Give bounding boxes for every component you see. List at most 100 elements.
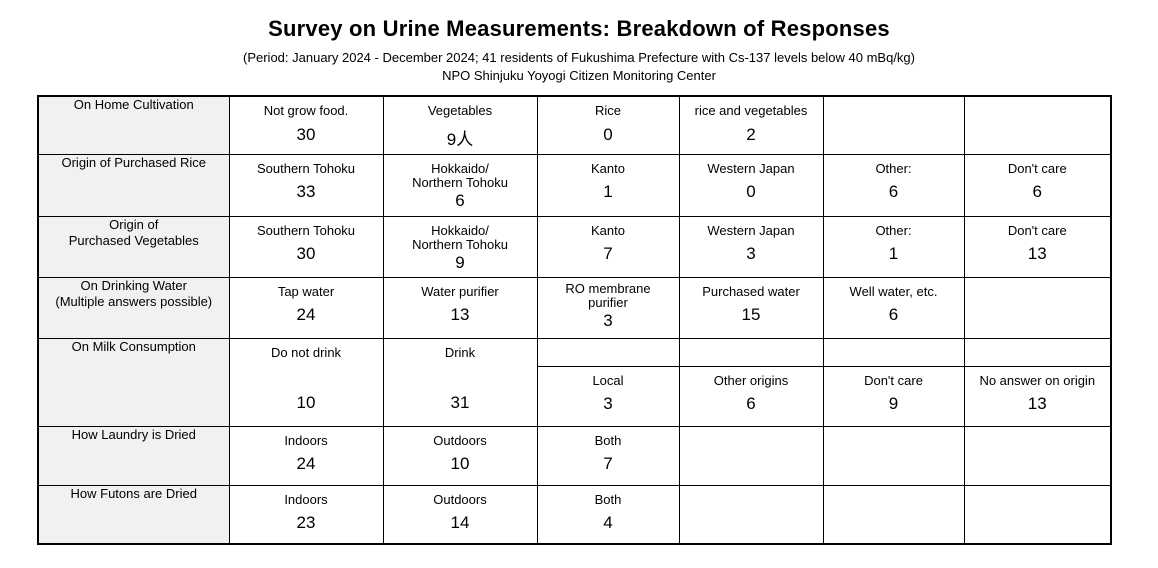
- response-count: 24: [296, 454, 316, 474]
- empty-cell: [963, 337, 1112, 367]
- table-row: Origin of Purchased Rice Southern Tohoku…: [37, 153, 1112, 217]
- response-count: 13: [1027, 244, 1047, 264]
- response-count: 9人: [446, 129, 474, 149]
- response-count: 2: [746, 124, 756, 144]
- response-count: 9: [455, 253, 465, 273]
- response-cell: Drink 31: [382, 337, 538, 427]
- response-option: Local: [592, 372, 624, 388]
- response-option: Both: [594, 491, 622, 507]
- response-count: 0: [746, 182, 756, 202]
- response-count: 6: [746, 394, 756, 414]
- table-row: On Drinking Water (Multiple answers poss…: [37, 276, 1112, 339]
- response-count: 3: [603, 394, 613, 414]
- table-row: On Home Cultivation Not grow food. 30 Ve…: [37, 95, 1112, 155]
- response-count: 6: [1032, 182, 1042, 202]
- response-cell: Other origins 6: [678, 365, 824, 427]
- response-count: 23: [296, 513, 316, 533]
- response-option: Don't care: [864, 372, 923, 388]
- response-count: 6: [455, 191, 465, 211]
- response-count: 7: [603, 244, 613, 264]
- response-option: Western Japan: [707, 160, 795, 176]
- response-cell: Kanto 7: [536, 215, 680, 278]
- response-option: Outdoors: [433, 432, 487, 448]
- document-header: Survey on Urine Measurements: Breakdown …: [0, 16, 1158, 83]
- response-count: 31: [450, 393, 470, 413]
- response-cell: Vegetables 9人: [382, 95, 538, 155]
- response-option: Well water, etc.: [849, 283, 938, 299]
- organization-name: NPO Shinjuku Yoyogi Citizen Monitoring C…: [442, 68, 716, 83]
- response-option: No answer on origin: [979, 372, 1096, 388]
- empty-cell: [678, 484, 824, 545]
- response-cell: Indoors 24: [228, 425, 384, 486]
- response-cell: Other: 6: [822, 153, 965, 217]
- response-cell: Purchased water 15: [678, 276, 824, 339]
- response-option: Indoors: [284, 491, 328, 507]
- response-cell: Western Japan 3: [678, 215, 824, 278]
- empty-cell: [678, 425, 824, 486]
- response-count: 0: [603, 124, 613, 144]
- response-option: Kanto: [591, 160, 625, 176]
- response-cell: Hokkaido/ Northern Tohoku 6: [382, 153, 538, 217]
- empty-cell: [822, 425, 965, 486]
- response-cell: Do not drink 10: [228, 337, 384, 427]
- row-label-home-cultivation: On Home Cultivation: [37, 95, 230, 155]
- response-cell: Other: 1: [822, 215, 965, 278]
- response-cell: Both 7: [536, 425, 680, 486]
- response-count: 33: [296, 182, 316, 202]
- row-label-drinking-water: On Drinking Water (Multiple answers poss…: [37, 276, 230, 339]
- response-count: 24: [296, 305, 316, 325]
- response-option: Don't care: [1007, 160, 1067, 176]
- table-row: How Laundry is Dried Indoors 24 Outdoors…: [37, 425, 1112, 486]
- response-count: 9: [888, 394, 899, 414]
- response-cell: Don't care 13: [963, 215, 1112, 278]
- response-cell: RO membrane purifier 3: [536, 276, 680, 339]
- row-label-rice-origin: Origin of Purchased Rice: [37, 153, 230, 217]
- table-row: Origin of Purchased Vegetables Southern …: [37, 215, 1112, 278]
- response-cell: Don't care 6: [963, 153, 1112, 217]
- response-count: 14: [450, 513, 470, 533]
- response-option: rice and vegetables: [694, 103, 808, 118]
- response-count: 3: [603, 311, 613, 331]
- response-count: 30: [296, 244, 316, 264]
- response-count: 3: [746, 244, 756, 264]
- response-option: Western Japan: [707, 222, 795, 238]
- response-option: Other:: [875, 222, 912, 238]
- response-count: 6: [888, 305, 899, 325]
- empty-cell: [822, 95, 965, 155]
- empty-cell: [963, 425, 1112, 486]
- response-option: Southern Tohoku: [256, 160, 356, 176]
- response-option: Tap water: [277, 283, 335, 299]
- empty-cell: [963, 95, 1112, 155]
- response-cell: rice and vegetables 2: [678, 95, 824, 155]
- response-option: Vegetables: [427, 103, 493, 118]
- response-cell: Both 4: [536, 484, 680, 545]
- response-cell: Water purifier 13: [382, 276, 538, 339]
- table-row: On Milk Consumption Do not drink 10 Drin…: [37, 337, 1112, 427]
- row-label-laundry-dried: How Laundry is Dried: [37, 425, 230, 486]
- table-row: Local 3 Other origins 6 Don't care 9 No …: [38, 365, 1112, 427]
- response-option: Indoors: [284, 432, 328, 448]
- response-option: Other origins: [713, 372, 789, 388]
- row-label-vegetable-origin: Origin of Purchased Vegetables: [37, 215, 230, 278]
- response-option: Do not drink: [270, 344, 342, 360]
- survey-table: On Home Cultivation Not grow food. 30 Ve…: [37, 95, 1112, 545]
- page-title: Survey on Urine Measurements: Breakdown …: [268, 16, 890, 41]
- response-cell: Southern Tohoku 33: [228, 153, 384, 217]
- response-option: Water purifier: [421, 283, 499, 299]
- response-cell: Local 3: [536, 365, 680, 427]
- response-count: 10: [450, 454, 470, 474]
- response-cell: Well water, etc. 6: [822, 276, 965, 339]
- response-cell: Not grow food. 30: [228, 95, 384, 155]
- response-count: 4: [603, 513, 613, 533]
- response-count: 15: [741, 305, 761, 325]
- response-option: Purchased water: [702, 283, 800, 299]
- empty-cell: [536, 337, 680, 367]
- response-option: Outdoors: [433, 491, 487, 507]
- response-count: 30: [296, 124, 316, 144]
- response-option: Other:: [875, 160, 912, 176]
- response-option: RO membrane purifier: [565, 280, 651, 311]
- response-count: 1: [888, 244, 899, 264]
- empty-cell: [678, 337, 824, 367]
- empty-cell: [963, 276, 1112, 339]
- row-label-futons-dried: How Futons are Dried: [37, 484, 230, 545]
